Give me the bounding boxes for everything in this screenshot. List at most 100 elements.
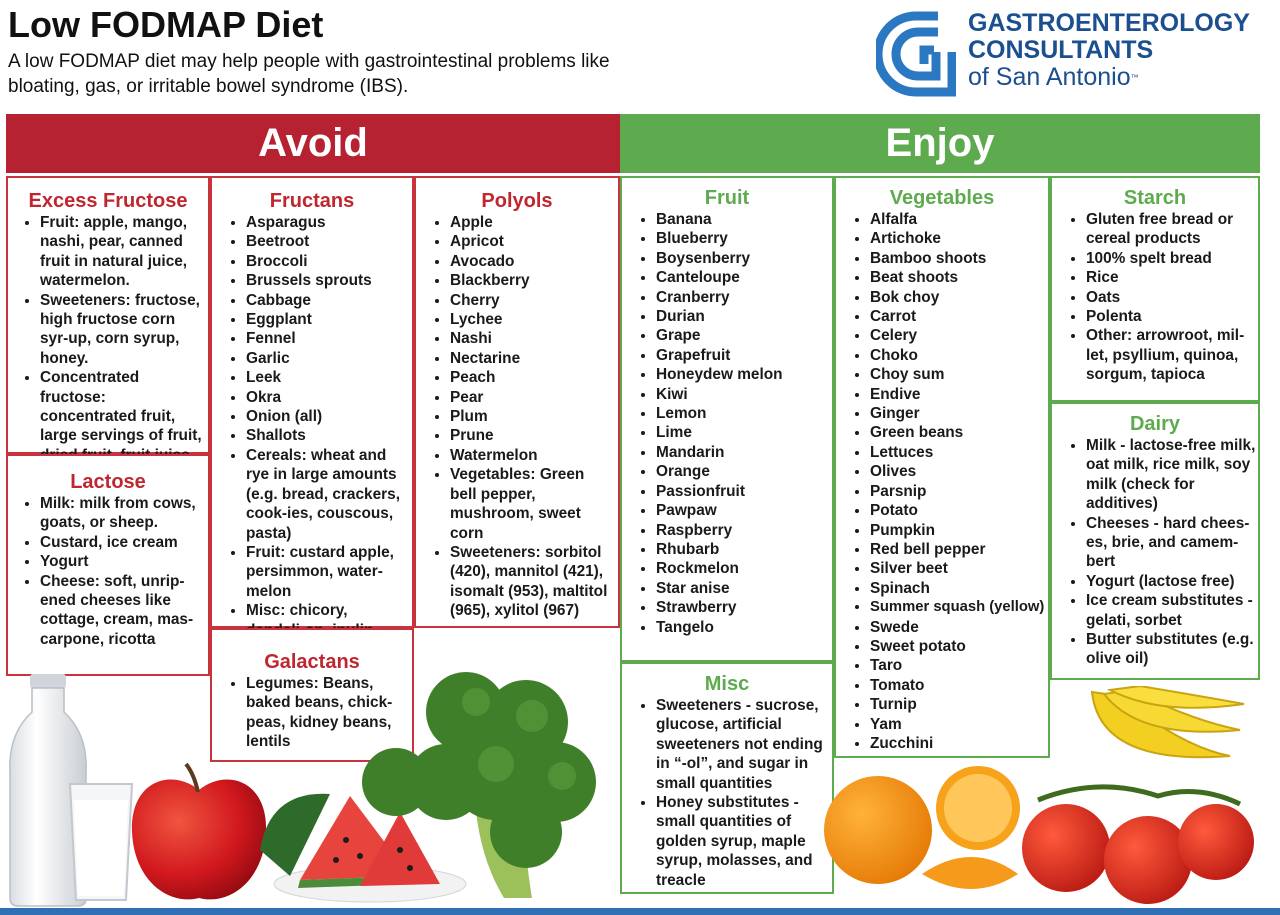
excess-fructose-box: Excess Fructose Fruit: apple, mango, nas… — [6, 176, 210, 464]
list-item: Rockmelon — [656, 559, 828, 578]
list-item: Rhubarb — [656, 540, 828, 559]
list-item: Nashi — [450, 329, 614, 348]
logo-line-3: of San Antonio™ — [968, 63, 1139, 91]
excess-fructose-title: Excess Fructose — [28, 190, 188, 212]
galactans-list: Legumes: Beans, baked beans, chick-peas,… — [212, 674, 412, 752]
list-item: Legumes: Beans, baked beans, chick-peas,… — [246, 674, 408, 752]
list-item: Butter substitutes (e.g. olive oil) — [1086, 630, 1256, 669]
logo-line-2: CONSULTANTS — [968, 36, 1154, 64]
list-item: Blackberry — [450, 271, 614, 290]
list-item: Pumpkin — [870, 521, 1048, 540]
footer-bar — [0, 908, 1280, 915]
list-item: Prune — [450, 426, 614, 445]
list-item: Raspberry — [656, 521, 828, 540]
list-item: Ice cream substitutes - gelati, sorbet — [1086, 591, 1256, 630]
enjoy-banner: Enjoy — [620, 114, 1260, 173]
list-item: Oats — [1086, 288, 1256, 307]
list-item: Garlic — [246, 349, 408, 368]
list-item: Shallots — [246, 426, 408, 445]
list-item: Cereals: wheat and rye in large amounts … — [246, 446, 408, 543]
list-item: Polenta — [1086, 307, 1256, 326]
list-item: Red bell pepper — [870, 540, 1048, 559]
list-item: Spinach — [870, 579, 1048, 598]
list-item: Parsnip — [870, 482, 1048, 501]
list-item: Cheese: soft, unrip-ened cheeses like co… — [40, 572, 204, 650]
list-item: Milk - lactose-free milk, oat milk, rice… — [1086, 436, 1256, 514]
list-item: Turnip — [870, 695, 1048, 714]
list-item: Concentrated fructose: concentrated frui… — [40, 368, 204, 465]
list-item: Sweet potato — [870, 637, 1048, 656]
list-item: Fruit: apple, mango, nashi, pear, canned… — [40, 213, 204, 291]
list-item: Passionfruit — [656, 482, 828, 501]
list-item: Custard, ice cream — [40, 533, 204, 552]
list-item: Watermelon — [450, 446, 614, 465]
list-item: Strawberry — [656, 598, 828, 617]
orange-image — [822, 764, 1032, 904]
lactose-list: Milk: milk from cows, goats, or sheep. C… — [8, 494, 208, 649]
banana-image — [1080, 686, 1250, 786]
list-item: Celery — [870, 326, 1048, 345]
list-item: Tomato — [870, 676, 1048, 695]
vegetables-box: Vegetables Alfalfa Artichoke Bamboo shoo… — [834, 176, 1050, 758]
list-item: Green beans — [870, 423, 1048, 442]
list-item: Durian — [656, 307, 828, 326]
list-item: Potato — [870, 501, 1048, 520]
list-item: Fruit: custard apple, persimmon, water-m… — [246, 543, 408, 601]
tomato-image — [1018, 782, 1256, 906]
starch-list: Gluten free bread or cereal products 100… — [1052, 210, 1258, 385]
list-item: Lychee — [450, 310, 614, 329]
dairy-box: Dairy Milk - lactose-free milk, oat milk… — [1050, 402, 1260, 680]
list-item: Eggplant — [246, 310, 408, 329]
list-item: Cabbage — [246, 291, 408, 310]
list-item: Olives — [870, 462, 1048, 481]
list-item: Sweeteners: fructose, high fructose corn… — [40, 291, 204, 369]
list-item: Kiwi — [656, 385, 828, 404]
list-item: Summer squash (yellow) — [870, 598, 1048, 617]
avoid-banner: Avoid — [6, 114, 620, 173]
misc-list: Sweeteners - sucrose, glucose, artificia… — [622, 696, 832, 890]
lactose-title: Lactose — [70, 471, 146, 493]
list-item: Choko — [870, 346, 1048, 365]
fructans-box: Fructans Asparagus Beetroot Broccoli Bru… — [210, 176, 414, 639]
list-item: Alfalfa — [870, 210, 1048, 229]
list-item: Bamboo shoots — [870, 249, 1048, 268]
galactans-box: Galactans Legumes: Beans, baked beans, c… — [210, 628, 414, 762]
list-item: Boysenberry — [656, 249, 828, 268]
fruit-title: Fruit — [704, 187, 750, 209]
list-item: Orange — [656, 462, 828, 481]
list-item: Onion (all) — [246, 407, 408, 426]
list-item: Artichoke — [870, 229, 1048, 248]
fructans-list: Asparagus Beetroot Broccoli Brussels spr… — [212, 213, 412, 640]
list-item: Cherry — [450, 291, 614, 310]
list-item: Apricot — [450, 232, 614, 251]
list-item: Lime — [656, 423, 828, 442]
list-item: Lettuces — [870, 443, 1048, 462]
list-item: Okra — [246, 388, 408, 407]
list-item: Choy sum — [870, 365, 1048, 384]
logo-line-1: GASTROENTEROLOGY — [968, 9, 1250, 37]
watermelon-image — [250, 780, 468, 906]
list-item: Endive — [870, 385, 1048, 404]
misc-box: Misc Sweeteners - sucrose, glucose, arti… — [620, 662, 834, 894]
fructans-title: Fructans — [269, 190, 355, 212]
list-item: Peach — [450, 368, 614, 387]
logo-text: GASTROENTEROLOGY CONSULTANTS of San Anto… — [968, 10, 1250, 91]
vegetables-title: Vegetables — [889, 187, 995, 209]
list-item: Leek — [246, 368, 408, 387]
page-subtitle: A low FODMAP diet may help people with g… — [8, 51, 610, 97]
starch-box: Starch Gluten free bread or cereal produ… — [1050, 176, 1260, 402]
list-item: Zucchini — [870, 734, 1048, 753]
lactose-box: Lactose Milk: milk from cows, goats, or … — [6, 454, 210, 676]
list-item: Brussels sprouts — [246, 271, 408, 290]
list-item: Carrot — [870, 307, 1048, 326]
list-item: Milk: milk from cows, goats, or sheep. — [40, 494, 204, 533]
list-item: Apple — [450, 213, 614, 232]
polyols-list: Apple Apricot Avocado Blackberry Cherry … — [416, 213, 618, 621]
list-item: Sweeteners - sucrose, glucose, artificia… — [656, 696, 828, 793]
list-item: Grape — [656, 326, 828, 345]
list-item: Canteloupe — [656, 268, 828, 287]
page-title: Low FODMAP Diet — [8, 4, 324, 45]
list-item: Taro — [870, 656, 1048, 675]
fruit-list: Banana Blueberry Boysenberry Canteloupe … — [622, 210, 832, 637]
list-item: Beetroot — [246, 232, 408, 251]
